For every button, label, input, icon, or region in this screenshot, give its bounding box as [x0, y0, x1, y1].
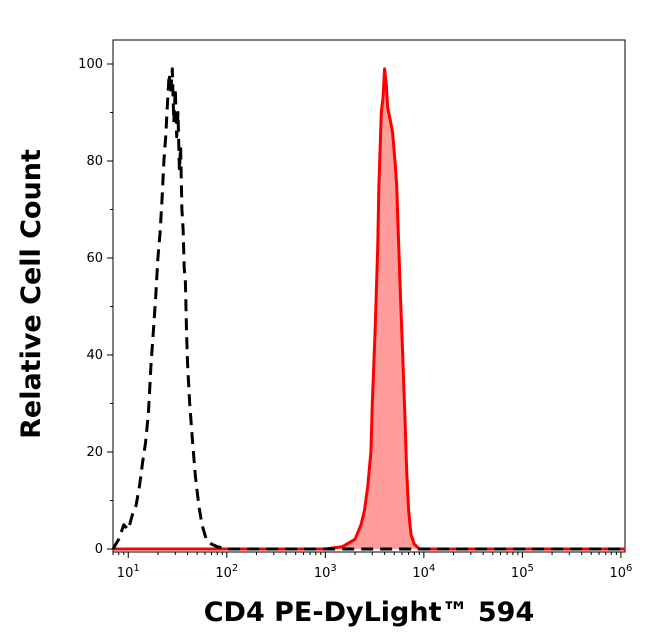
y-tick-label: 40 [86, 348, 103, 363]
y-tick-label: 0 [95, 542, 103, 557]
x-tick-label: 102 [215, 563, 238, 581]
y-axis: 0 20 40 60 80 100 [78, 57, 113, 557]
x-tick-label: 101 [117, 563, 140, 581]
series-line-isotype-control [111, 67, 625, 551]
series-line-cd4-pe-dylight-594 [113, 67, 625, 551]
y-tick-label: 20 [86, 445, 103, 460]
y-tick-label: 100 [78, 57, 103, 72]
y-axis-title: Relative Cell Count [16, 149, 47, 439]
x-tick-label: 106 [609, 563, 632, 581]
y-tick-label: 60 [86, 251, 103, 266]
x-axis-title: CD4 PE-DyLight™ 594 [204, 597, 535, 628]
series-layer [111, 67, 625, 551]
x-tick-label: 104 [412, 563, 435, 581]
y-tick-label: 80 [86, 154, 103, 169]
x-axis: 101 102 103 104 105 106 [112, 552, 632, 581]
x-tick-label: 103 [314, 563, 337, 581]
x-tick-label: 105 [511, 563, 534, 581]
